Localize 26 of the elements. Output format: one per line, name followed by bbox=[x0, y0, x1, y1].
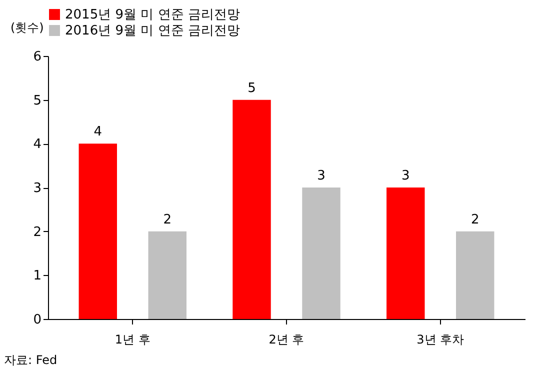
y-axis-title: (횟수) bbox=[10, 20, 44, 34]
data-label: 5 bbox=[248, 80, 256, 96]
bar bbox=[232, 100, 271, 319]
legend-label: 2016년 9월 미 연준 금리전망 bbox=[65, 24, 240, 38]
data-label: 3 bbox=[317, 168, 326, 184]
bar bbox=[148, 231, 186, 319]
text: 자료: Fed bbox=[4, 352, 58, 369]
y-tick-label: 2 bbox=[33, 224, 42, 240]
legend-label: 2015년 9월 미 연준 금리전망 bbox=[65, 8, 240, 22]
y-tick-label: 5 bbox=[33, 93, 42, 108]
bar bbox=[456, 231, 494, 319]
bar bbox=[78, 144, 117, 319]
data-label: 4 bbox=[94, 124, 102, 140]
y-tick-label: 1 bbox=[33, 268, 42, 284]
y-tick-label: 0 bbox=[33, 312, 42, 328]
x-tick-label: 3년 후차 bbox=[416, 332, 464, 346]
x-tick-label: 2년 후 bbox=[268, 332, 304, 346]
bar bbox=[386, 188, 425, 319]
data-label: 2 bbox=[470, 212, 480, 228]
x-tick-label: 1년 후 bbox=[114, 332, 150, 346]
data-label: 3 bbox=[401, 168, 410, 184]
y-tick-label: 3 bbox=[33, 181, 42, 196]
y-tick-label: 4 bbox=[33, 137, 42, 152]
data-label: 2 bbox=[163, 212, 172, 228]
bar bbox=[302, 188, 340, 319]
y-tick-label: 6 bbox=[33, 50, 42, 64]
